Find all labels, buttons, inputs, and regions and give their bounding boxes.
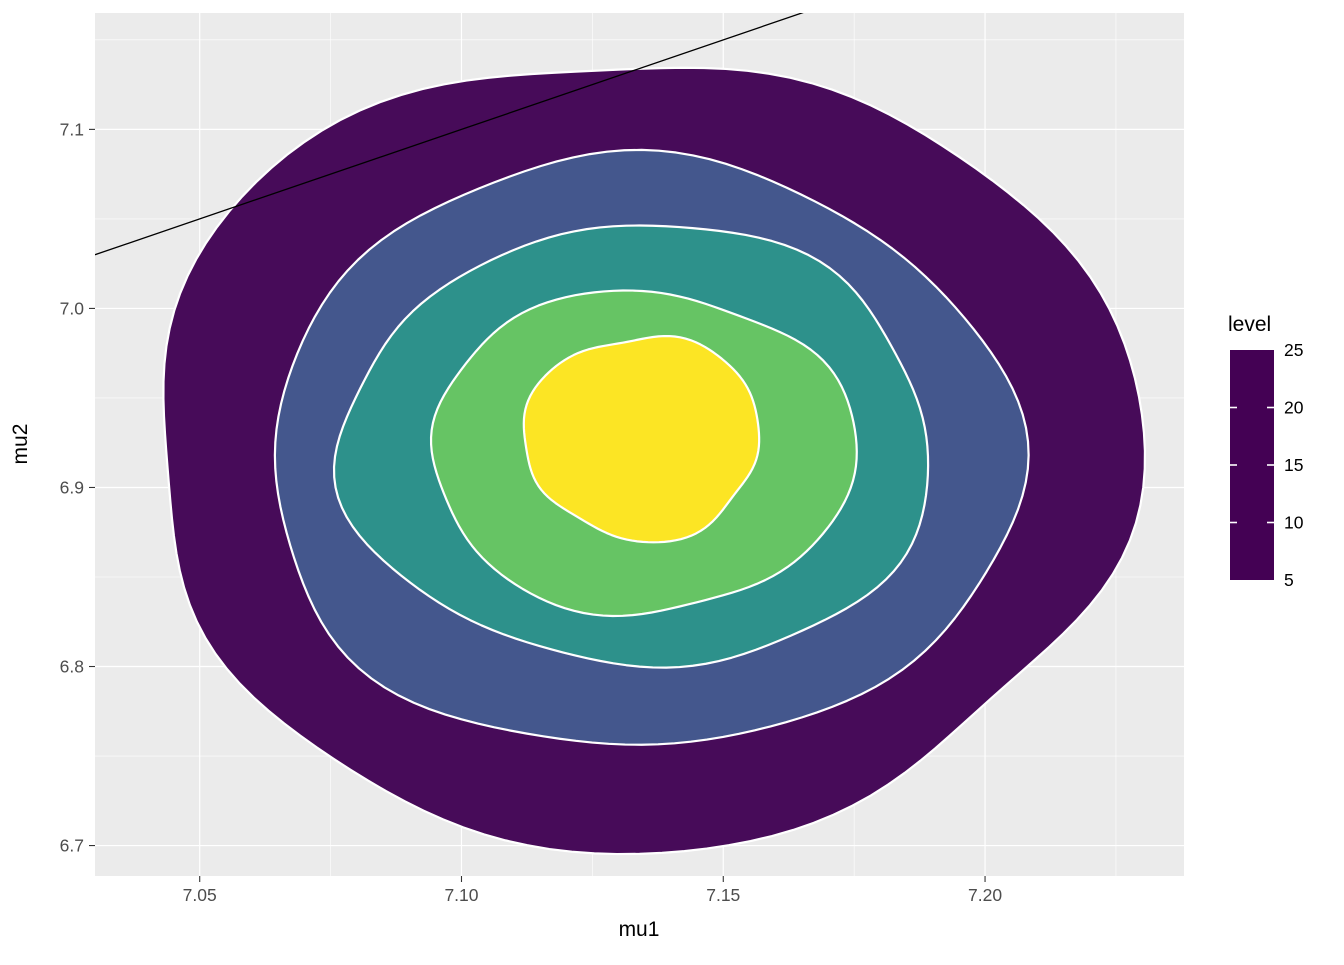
x-axis-title: mu1	[619, 918, 660, 941]
legend-tick-labels: 25 20 15 10 5	[1284, 340, 1304, 590]
y-tick-label: 7.0	[60, 298, 85, 318]
legend-colorbar	[1230, 350, 1274, 580]
x-axis: 7.05 7.10 7.15 7.20	[183, 876, 1002, 905]
legend-title: level	[1228, 313, 1271, 336]
y-tick-label: 6.9	[60, 477, 84, 497]
y-axis: 7.1 7.0 6.9 6.8 6.7	[60, 119, 95, 856]
x-tick-label: 7.15	[706, 885, 740, 905]
x-tick-label: 7.10	[444, 885, 478, 905]
legend-value-label: 20	[1284, 398, 1304, 418]
legend-tick-marks	[1230, 406, 1274, 524]
contour-bands	[162, 66, 1147, 856]
contour-band-level-25	[522, 334, 761, 544]
x-tick-label: 7.05	[183, 885, 217, 905]
reference-line	[95, 13, 804, 256]
legend-value-label: 5	[1284, 570, 1294, 590]
legend-value-label: 15	[1284, 455, 1303, 475]
x-tick-label: 7.20	[968, 885, 1002, 905]
y-tick-label: 6.7	[60, 836, 84, 856]
identity-line	[95, 13, 804, 256]
y-axis-title: mu2	[9, 424, 32, 465]
legend-value-label: 25	[1284, 340, 1303, 360]
y-tick-label: 7.1	[60, 119, 84, 139]
y-tick-label: 6.8	[60, 657, 84, 677]
legend: level 25 20 15 10 5	[1228, 313, 1304, 590]
legend-value-label: 10	[1284, 513, 1304, 533]
